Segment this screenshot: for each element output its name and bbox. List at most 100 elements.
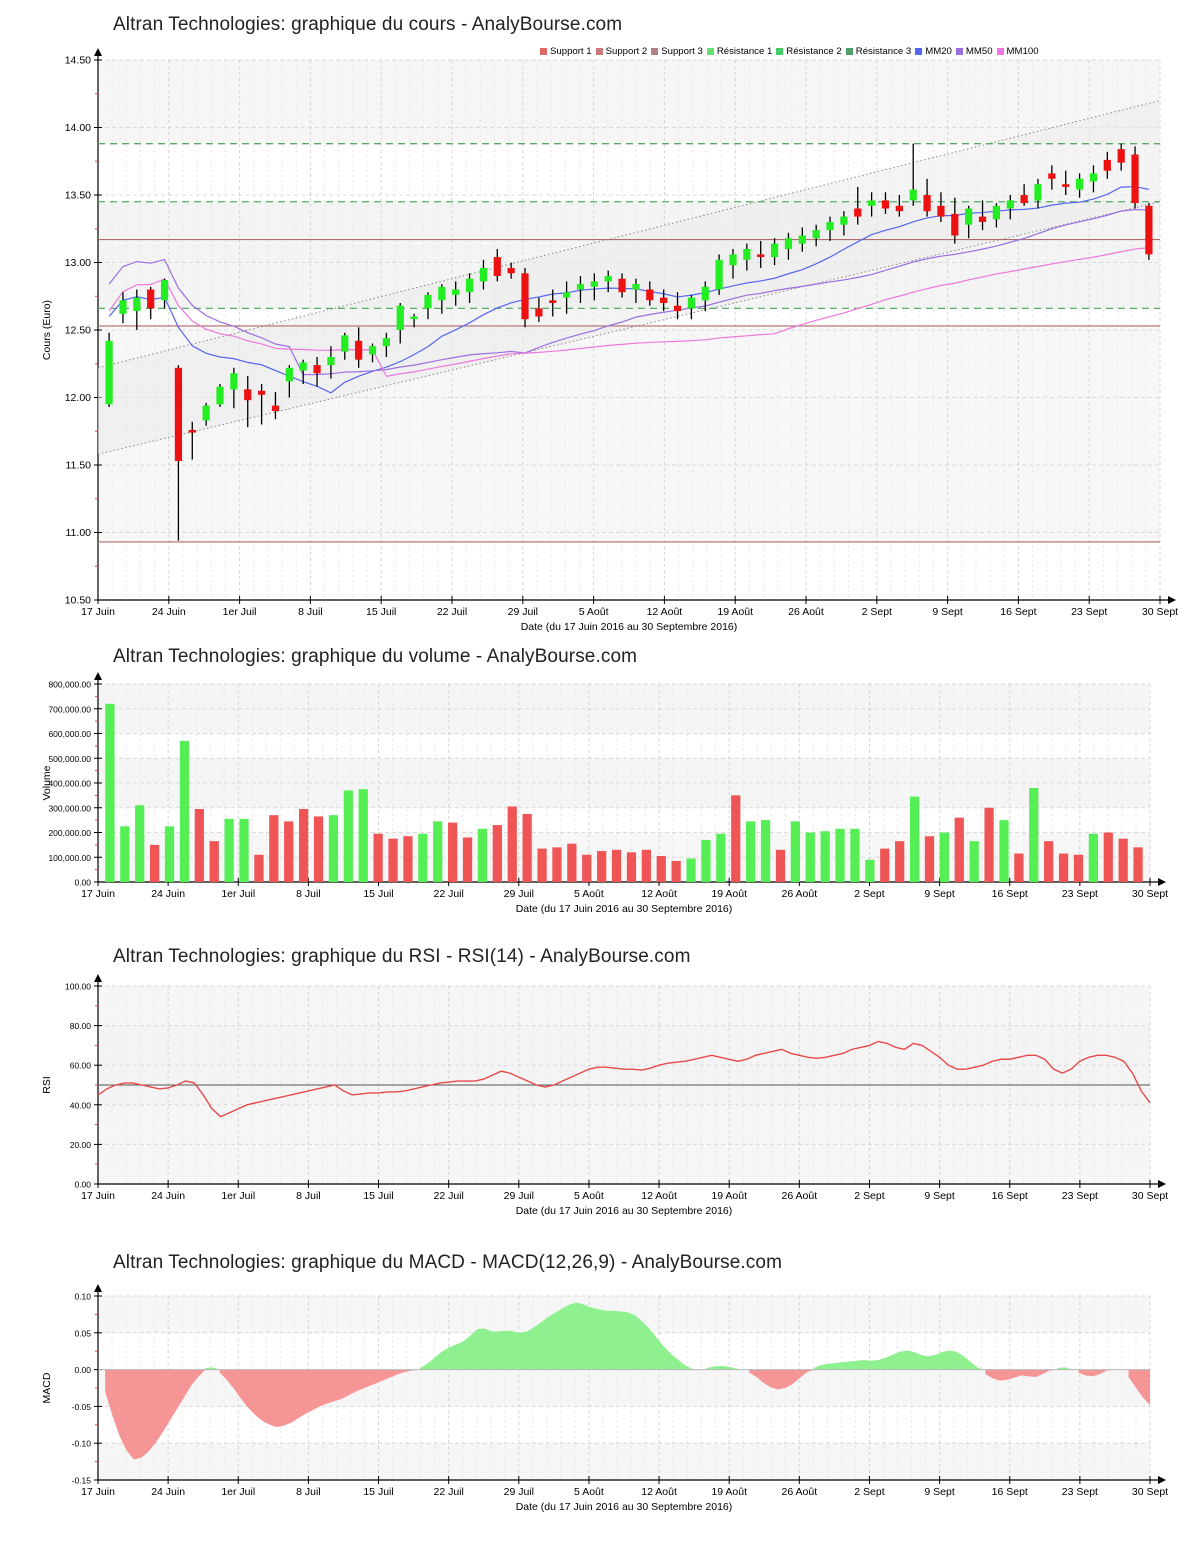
volume-bar bbox=[1044, 841, 1054, 882]
legend-item-r-sistance-3[interactable]: Résistance 3 bbox=[845, 46, 911, 57]
y-tick-label: 0.05 bbox=[74, 1328, 91, 1338]
volume-bar bbox=[507, 806, 517, 882]
x-tick-label: 17 Juin bbox=[81, 1486, 115, 1498]
candlestick bbox=[160, 278, 169, 309]
candlestick bbox=[424, 292, 432, 320]
candlestick bbox=[355, 327, 363, 368]
volume-bar bbox=[671, 860, 681, 882]
y-axis-label: MACD bbox=[41, 1372, 53, 1403]
volume-bar bbox=[269, 815, 279, 882]
y-tick-label: 0.00 bbox=[74, 1365, 91, 1375]
candlestick bbox=[673, 292, 682, 320]
x-tick-label: 8 Juil bbox=[296, 888, 321, 900]
legend-item-mm50[interactable]: MM50 bbox=[955, 46, 993, 57]
volume-bar bbox=[775, 849, 786, 882]
candlestick bbox=[1062, 170, 1070, 195]
x-tick-label: 15 Juil bbox=[363, 1486, 393, 1498]
price-chart-legend: Support 1 Support 2 Support 3 Résistance 1 R… bbox=[540, 46, 1043, 57]
candlestick bbox=[632, 278, 640, 303]
x-tick-label: 16 Sept bbox=[992, 1190, 1028, 1202]
legend-item-support-2[interactable]: Support 2 bbox=[595, 46, 648, 57]
candlestick bbox=[1006, 195, 1014, 220]
volume-bar bbox=[135, 805, 145, 882]
candlestick bbox=[1103, 151, 1111, 179]
x-tick-label: 12 Août bbox=[641, 1486, 677, 1498]
volume-bar bbox=[120, 826, 130, 882]
volume-bar bbox=[999, 820, 1009, 882]
legend-swatch-icon bbox=[845, 48, 853, 55]
x-tick-label: 1er Juil bbox=[221, 1486, 255, 1498]
volume-bar bbox=[924, 836, 935, 882]
legend-item-mm100[interactable]: MM100 bbox=[996, 46, 1039, 57]
volume-bar bbox=[805, 832, 815, 882]
x-tick-label: 23 Sept bbox=[1062, 1190, 1098, 1202]
candlestick bbox=[396, 303, 404, 344]
candlestick bbox=[1075, 173, 1084, 198]
candlestick bbox=[341, 332, 349, 360]
candlestick bbox=[202, 402, 210, 426]
legend-label: Support 1 bbox=[550, 46, 592, 57]
candlestick bbox=[868, 192, 876, 217]
volume-bar bbox=[418, 833, 428, 882]
x-tick-label: 26 Août bbox=[782, 1486, 818, 1498]
y-axis-label: Volume bbox=[41, 765, 53, 800]
y-tick-label: 100.00 bbox=[65, 982, 91, 992]
legend-label: MM100 bbox=[1006, 46, 1039, 57]
candlestick bbox=[119, 292, 127, 324]
candlestick bbox=[313, 357, 321, 387]
y-tick-label: 600,000.00 bbox=[48, 729, 91, 739]
candlestick bbox=[646, 281, 654, 306]
x-tick-label: 8 Juil bbox=[296, 1486, 321, 1498]
legend-item-mm20[interactable]: MM20 bbox=[915, 46, 952, 57]
volume-bar bbox=[433, 821, 443, 882]
x-tick-label: 23 Sept bbox=[1062, 888, 1098, 900]
legend-item-r-sistance-2[interactable]: Résistance 2 bbox=[776, 46, 842, 57]
y-tick-label: 40.00 bbox=[70, 1100, 92, 1110]
candlestick bbox=[438, 284, 446, 314]
legend-label: Support 2 bbox=[605, 46, 648, 57]
legend-item-support-3[interactable]: Support 3 bbox=[651, 46, 703, 57]
x-tick-label: 24 Juin bbox=[151, 1190, 185, 1202]
x-tick-label: 24 Juin bbox=[151, 1486, 185, 1498]
candlestick bbox=[715, 254, 723, 295]
y-tick-label: 400,000.00 bbox=[48, 779, 91, 789]
volume-bar bbox=[328, 815, 339, 882]
candlestick bbox=[1117, 143, 1125, 171]
x-tick-label: 22 Juil bbox=[437, 606, 467, 618]
volume-bar bbox=[895, 841, 905, 882]
candlestick bbox=[1131, 146, 1139, 209]
legend-item-r-sistance-1[interactable]: Résistance 1 bbox=[706, 46, 772, 57]
price-chart-title: Altran Technologies: graphique du cours … bbox=[113, 14, 623, 35]
y-axis-label: RSI bbox=[41, 1076, 53, 1094]
volume-bar bbox=[984, 807, 994, 882]
volume-bar bbox=[880, 848, 890, 882]
candlestick bbox=[590, 273, 598, 301]
candlestick bbox=[840, 211, 848, 236]
candlestick bbox=[493, 249, 501, 282]
price-chart-plot: 10.50 11.00 11.50 12.00 12.50 13.00 13.50 14.00… bbox=[41, 48, 1178, 633]
volume-bar bbox=[299, 808, 309, 882]
legend-item-support-1[interactable]: Support 1 bbox=[540, 46, 592, 57]
volume-bar bbox=[1029, 787, 1039, 882]
x-tick-label: 15 Juil bbox=[366, 606, 396, 618]
x-tick-label: 2 Sept bbox=[862, 606, 892, 618]
volume-bar bbox=[179, 740, 190, 882]
volume-bar bbox=[194, 808, 204, 882]
x-tick-label: 12 Août bbox=[641, 1190, 677, 1202]
candlestick bbox=[521, 267, 529, 328]
volume-bar bbox=[567, 843, 577, 882]
candlestick bbox=[687, 294, 695, 320]
x-tick-label: 9 Sept bbox=[932, 606, 962, 618]
candlestick bbox=[798, 227, 806, 252]
moving-average-line bbox=[108, 247, 1149, 378]
x-tick-label: 23 Sept bbox=[1071, 606, 1107, 618]
candlestick bbox=[951, 197, 959, 244]
x-tick-label: 5 Août bbox=[574, 1486, 604, 1498]
volume-bar bbox=[239, 818, 249, 882]
candlestick bbox=[701, 281, 709, 312]
candlestick bbox=[895, 195, 903, 217]
volume-bar bbox=[164, 826, 175, 882]
candlestick bbox=[618, 273, 626, 298]
volume-bar bbox=[552, 847, 562, 882]
x-tick-label: 29 Juil bbox=[504, 888, 534, 900]
